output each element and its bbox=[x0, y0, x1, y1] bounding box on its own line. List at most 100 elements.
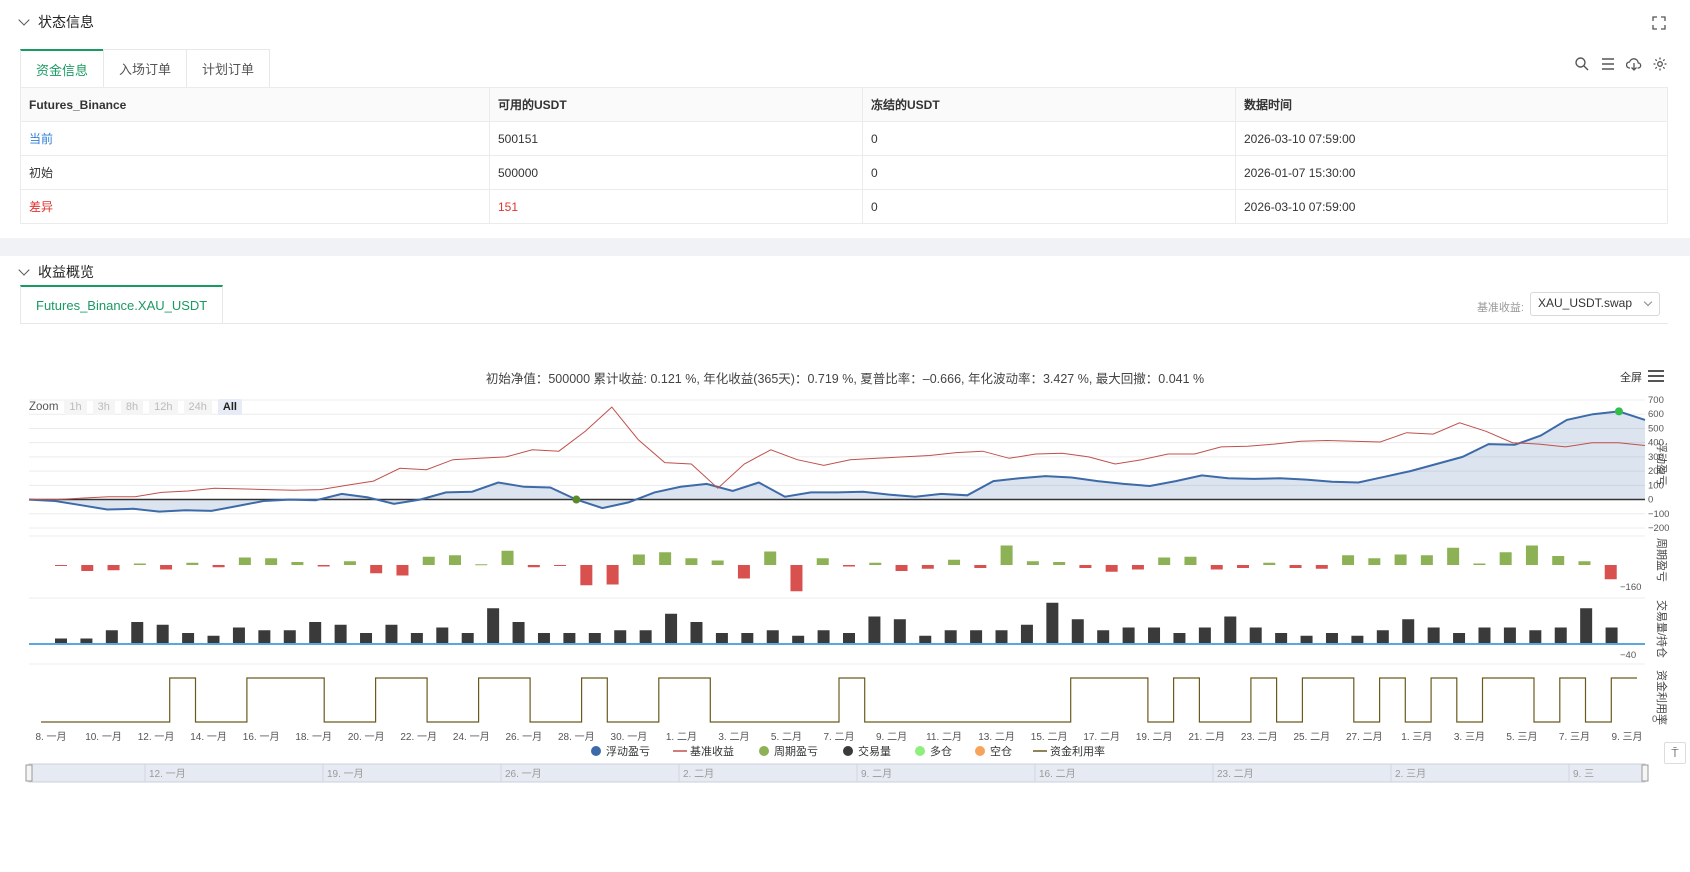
volume-bar bbox=[182, 633, 195, 644]
legend-item: 周期盈亏 bbox=[774, 745, 818, 758]
volume-bar bbox=[156, 624, 169, 644]
period-pnl-bar bbox=[422, 556, 435, 565]
period-pnl-bar bbox=[737, 565, 750, 579]
volume-bar bbox=[1071, 619, 1084, 644]
menu-icon[interactable] bbox=[1648, 370, 1664, 382]
zoom-12h-button[interactable]: 12h bbox=[149, 399, 178, 415]
col-exchange: Futures_Binance bbox=[20, 87, 490, 122]
tab-symbol[interactable]: Futures_Binance.XAU_USDT bbox=[20, 285, 224, 323]
period-pnl-bar bbox=[1342, 555, 1355, 565]
period-pnl-bar bbox=[1420, 555, 1433, 565]
volume-bar bbox=[1503, 627, 1516, 644]
x-tick-label: 13. 二月 bbox=[978, 731, 1015, 743]
y-tick-label: −40 bbox=[1620, 650, 1636, 661]
profit-section-header[interactable]: 收益概览 bbox=[18, 260, 94, 284]
zoom-3h-button[interactable]: 3h bbox=[92, 399, 115, 415]
fullscreen-button[interactable]: 全屏 bbox=[1620, 372, 1642, 384]
period-pnl-bar bbox=[133, 563, 146, 565]
zoom-all-button[interactable]: All bbox=[217, 399, 242, 415]
tab-plan-orders[interactable]: 计划订单 bbox=[186, 49, 271, 87]
volume-bar bbox=[868, 616, 881, 644]
volume-bar bbox=[588, 633, 601, 644]
chevron-down-icon[interactable] bbox=[18, 14, 30, 26]
period-pnl-bar bbox=[1447, 547, 1460, 565]
navigator-handle-right bbox=[1641, 764, 1649, 782]
navigator-label: 9. 二月 bbox=[861, 768, 892, 780]
period-pnl-bar bbox=[265, 558, 278, 565]
status-section-header[interactable]: 状态信息 bbox=[18, 10, 94, 34]
base-select[interactable]: XAU_USDT.swap bbox=[1530, 292, 1660, 316]
metrics-summary: 初始净值：500000 累计收益: 0.121 %, 年化收益(365天)：0.… bbox=[485, 372, 1205, 386]
volume-bar bbox=[766, 630, 779, 644]
legend-item: 基准收益 bbox=[690, 744, 734, 758]
period-pnl-bar bbox=[370, 565, 383, 574]
y-tick-label: −200 bbox=[1648, 523, 1669, 534]
tab-fund-info[interactable]: 资金信息 bbox=[20, 49, 105, 87]
volume-bar bbox=[1224, 616, 1237, 644]
volume-bar bbox=[1148, 627, 1161, 644]
period-pnl-bar bbox=[843, 565, 855, 567]
period-pnl-bar bbox=[1053, 562, 1066, 565]
period-pnl-bar bbox=[948, 559, 961, 565]
period-pnl-bar bbox=[1000, 545, 1013, 565]
period-pnl-bar bbox=[869, 562, 882, 565]
tab-divider bbox=[20, 323, 1668, 324]
volume-bar bbox=[665, 613, 678, 644]
volume-bar bbox=[105, 630, 118, 644]
volume-bar bbox=[207, 635, 220, 644]
x-tick-label: 5. 二月 bbox=[771, 731, 802, 743]
benchmark-series-line bbox=[29, 406, 1646, 501]
period-pnl-bar bbox=[317, 565, 330, 567]
cell-time: 2026-03-10 07:59:00 bbox=[1235, 189, 1668, 224]
search-icon[interactable] bbox=[1574, 56, 1590, 72]
y-tick-label: −160 bbox=[1620, 582, 1641, 593]
volume-bar bbox=[1529, 630, 1542, 644]
cell-time: 2026-03-10 07:59:00 bbox=[1235, 121, 1668, 156]
y-tick-label: 400 bbox=[1648, 438, 1664, 449]
volume-bar bbox=[1376, 630, 1389, 644]
zoom-1h-button[interactable]: 1h bbox=[64, 399, 87, 415]
navigator-label: 19. 一月 bbox=[327, 768, 364, 780]
volume-bar bbox=[1351, 635, 1364, 644]
scroll-top-icon[interactable]: ⍑ bbox=[1664, 742, 1686, 764]
x-tick-label: 30. 一月 bbox=[611, 731, 648, 743]
period-pnl-bar bbox=[606, 565, 619, 585]
gear-icon[interactable] bbox=[1652, 56, 1668, 72]
volume-bar bbox=[1249, 627, 1262, 644]
volume-bar bbox=[487, 608, 500, 644]
x-tick-label: 8. 一月 bbox=[35, 731, 66, 743]
y-tick-label: 0 bbox=[1652, 714, 1657, 725]
period-pnl-bar bbox=[1079, 565, 1092, 568]
x-tick-label: 3. 三月 bbox=[1454, 731, 1485, 743]
y-tick-label: 0 bbox=[1648, 495, 1653, 506]
base-label: 基准收益: bbox=[1476, 302, 1524, 314]
legend-marker bbox=[975, 746, 985, 756]
base-select-value: XAU_USDT.swap bbox=[1538, 296, 1633, 310]
cloud-download-icon[interactable] bbox=[1626, 56, 1642, 72]
volume-bar bbox=[1122, 627, 1135, 644]
y-tick-label: 100 bbox=[1648, 480, 1664, 491]
tab-entry-orders[interactable]: 入场订单 bbox=[103, 49, 188, 87]
period-pnl-bar bbox=[685, 558, 698, 565]
x-tick-label: 3. 二月 bbox=[718, 731, 749, 743]
x-tick-label: 22. 一月 bbox=[400, 731, 437, 743]
zoom-24h-button[interactable]: 24h bbox=[183, 399, 212, 415]
volume-bar bbox=[537, 633, 550, 644]
expand-icon[interactable] bbox=[1652, 16, 1666, 30]
period-pnl-bar bbox=[396, 565, 409, 576]
period-pnl-bar bbox=[1552, 556, 1565, 565]
period-pnl-bar bbox=[790, 565, 803, 592]
period-pnl-bar bbox=[1394, 554, 1407, 565]
pnl-area bbox=[29, 411, 1645, 512]
list-icon[interactable] bbox=[1600, 56, 1616, 72]
y-tick-label: 700 bbox=[1648, 395, 1664, 406]
row-label-current[interactable]: 当前 bbox=[20, 121, 490, 156]
x-tick-label: 1. 三月 bbox=[1401, 731, 1432, 743]
navigator-label: 9. 三 bbox=[1573, 769, 1594, 780]
period-pnl-bar bbox=[1368, 558, 1381, 565]
profit-chart[interactable]: 7006005004003002001000−100−200浮动盈亏周期盈亏交易… bbox=[0, 256, 1690, 872]
period-pnl-bar bbox=[1210, 565, 1223, 570]
volume-bar bbox=[614, 630, 627, 644]
period-pnl-bar bbox=[1237, 565, 1249, 568]
zoom-8h-button[interactable]: 8h bbox=[120, 399, 144, 415]
